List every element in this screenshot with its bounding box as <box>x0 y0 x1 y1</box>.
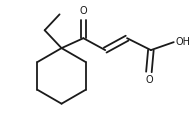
Text: OH: OH <box>176 37 191 47</box>
Text: O: O <box>80 6 87 16</box>
Text: O: O <box>145 75 153 85</box>
